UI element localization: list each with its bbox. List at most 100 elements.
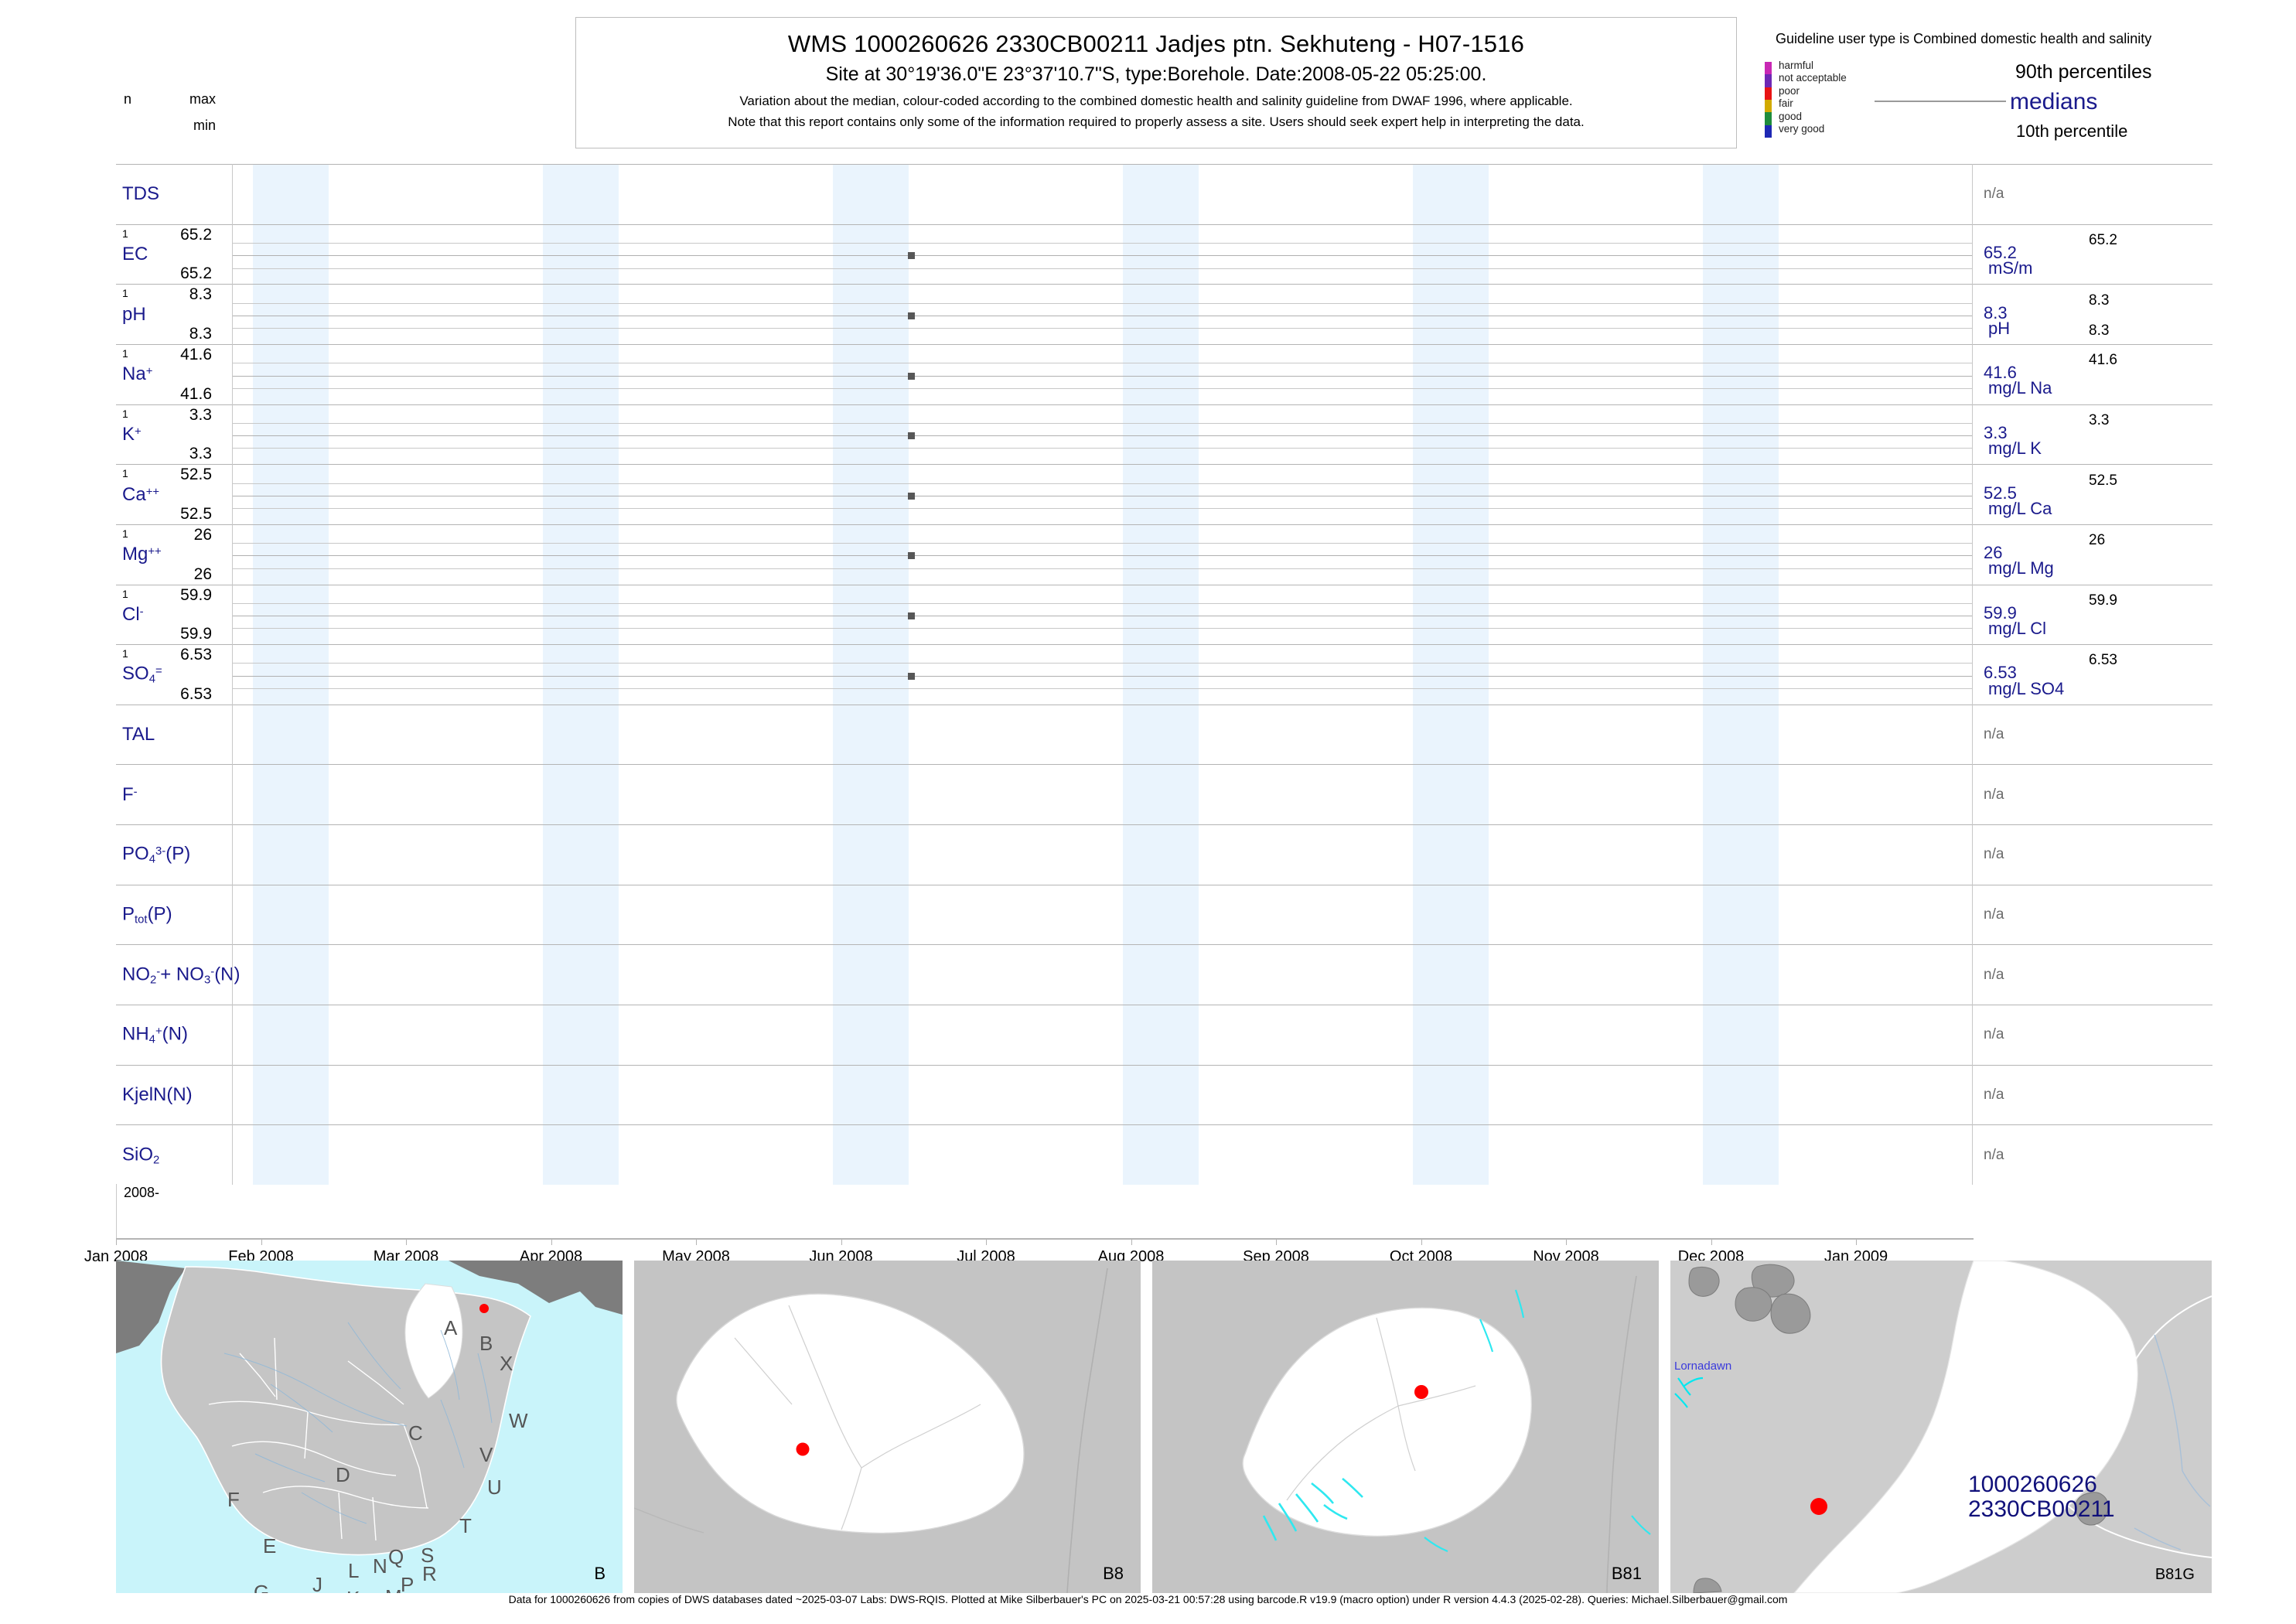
param-label-cell-Mg: 1 26 26 Mg++ (116, 524, 232, 585)
param-name-SO4: SO4= (122, 664, 162, 686)
data-point-Cl[interactable] (908, 612, 916, 620)
param-name-Ptot: Ptot(P) (122, 903, 172, 926)
param-n-EC: 1 (122, 227, 128, 240)
site-marker-dot (1810, 1498, 1827, 1515)
axis-frame (116, 1184, 1856, 1238)
plot-row-Cl[interactable] (233, 584, 1972, 645)
param-max-Cl: 59.9 (180, 585, 212, 604)
summary-unit-EC: mS/m (1988, 258, 2033, 278)
param-max-pH: 8.3 (189, 285, 212, 304)
param-label-cell-Ptot: Ptot(P) (116, 884, 232, 945)
plot-row-EC[interactable] (233, 223, 1972, 285)
plot-row-subline-lower (233, 508, 1972, 510)
param-min-Ca: 52.5 (180, 504, 212, 523)
map-panel-catchment-b81[interactable]: B81 (1152, 1261, 1659, 1593)
plot-row-Mg[interactable] (233, 524, 1972, 585)
data-point-Mg[interactable] (908, 552, 916, 560)
param-min-Na: 41.6 (180, 384, 212, 403)
summary-cell-SO4: 6.53 mg/L SO4 6.53 (1973, 644, 2212, 705)
param-n-Cl: 1 (122, 587, 128, 600)
plot-row-SO4[interactable] (233, 644, 1972, 705)
plot-row-TAL[interactable] (233, 704, 1972, 765)
title-note-line2: Note that this report contains only some… (728, 114, 1585, 129)
map-label-2: B8 (1103, 1564, 1124, 1583)
svg-text:W: W (509, 1409, 528, 1432)
param-name-TAL: TAL (122, 724, 155, 745)
summary-cell-Mg: 26 mg/L Mg 26 (1973, 524, 2212, 585)
summary-median-Mg: 26 (1984, 543, 2003, 563)
plot-area[interactable] (232, 164, 1972, 1185)
south-africa-map-svg: ABX WCV UDF TEQ SNR LJP GMK H (116, 1261, 623, 1593)
summary-median-K: 3.3 (1984, 422, 2008, 442)
axis-tick-12 (1711, 1238, 1712, 1245)
svg-text:R: R (422, 1562, 437, 1585)
param-n-K: 1 (122, 407, 128, 420)
data-point-EC[interactable] (908, 252, 916, 260)
data-point-SO4[interactable] (908, 672, 916, 680)
param-label-cell-Cl: 1 59.9 59.9 Cl- (116, 584, 232, 645)
plot-row-subline-upper (233, 242, 1972, 244)
summary-median-SO4: 6.53 (1984, 663, 2017, 683)
summary-p90-EC: 65.2 (2089, 231, 2117, 248)
parameter-label-column: TDS 1 65.2 65.2 EC 1 8.3 8.3 pH 1 41.6 41.6 Na+ 1 3.3 3… (116, 164, 241, 1185)
guideline-colorbar (1765, 62, 1772, 138)
legend-swatch-good (1765, 112, 1772, 125)
svg-text:D: D (336, 1463, 350, 1486)
legend-title: Guideline user type is Combined domestic… (1776, 31, 2152, 46)
axis-baseline (116, 1238, 1974, 1240)
plot-row-subline-upper (233, 422, 1972, 424)
plot-row-pH[interactable] (233, 284, 1972, 344)
axis-tick-1 (116, 1238, 117, 1245)
plot-row-PO4[interactable] (233, 824, 1972, 885)
param-max-Mg: 26 (193, 525, 212, 544)
month-band-7 (1123, 164, 1199, 1185)
catchment-b8-map-svg (634, 1261, 1141, 1593)
svg-text:N: N (373, 1554, 387, 1578)
map-panel-catchment-b8[interactable]: B8 (634, 1261, 1141, 1593)
guideline-legend: Guideline user type is Combined domestic… (1765, 31, 2209, 145)
data-point-K[interactable] (908, 432, 916, 440)
param-name-NH4: NH4+(N) (122, 1024, 188, 1046)
param-name-Ca: Ca++ (122, 483, 160, 505)
header-n: n (124, 91, 132, 107)
plot-row-subline-upper (233, 663, 1972, 664)
plot-row-Na[interactable] (233, 343, 1972, 404)
guideline-class-labels: harmful not acceptable poor fair good very go… (1779, 60, 1847, 135)
svg-text:Q: Q (388, 1545, 404, 1568)
axis-tick-6 (841, 1238, 842, 1245)
legend-p90-label: 90th percentiles (2015, 61, 2152, 83)
summary-p90-K: 3.3 (2089, 411, 2110, 428)
plot-row-Ptot[interactable] (233, 884, 1972, 945)
plot-row-NO2NO3[interactable] (233, 944, 1972, 1005)
map-label-1: B (594, 1564, 606, 1583)
summary-cell-TAL: n/a (1973, 704, 2212, 765)
param-name-pH: pH (122, 303, 146, 325)
map-panel-country[interactable]: ABX WCV UDF TEQ SNR LJP GMK H B (116, 1261, 623, 1593)
summary-unit-Cl: mg/L Cl (1988, 618, 2046, 638)
param-label-cell-SO4: 1 6.53 6.53 SO4= (116, 644, 232, 705)
plot-row-subline-lower (233, 688, 1972, 690)
plot-row-NH4[interactable] (233, 1005, 1972, 1065)
map-panel-quaternary-b81g[interactable]: Lornadawn 1000260626 2330CB00211 B81G (1670, 1261, 2212, 1593)
axis-tick-8 (1131, 1238, 1132, 1245)
axis-tick-9 (1276, 1238, 1277, 1245)
plot-row-TDS[interactable] (233, 164, 1972, 224)
plot-row-K[interactable] (233, 404, 1972, 465)
data-point-Ca[interactable] (908, 492, 916, 500)
summary-na-TDS: n/a (1984, 186, 2004, 203)
param-name-NO2NO3: NO2-+ NO3-(N) (122, 964, 241, 987)
axis-tick-3 (406, 1238, 407, 1245)
plot-row-KjelN[interactable] (233, 1064, 1972, 1125)
plot-row-F[interactable] (233, 764, 1972, 824)
data-point-Na[interactable] (908, 372, 916, 380)
svg-text:T: T (459, 1514, 472, 1537)
param-n-SO4: 1 (122, 647, 128, 660)
param-label-cell-EC: 1 65.2 65.2 EC (116, 223, 232, 285)
param-label-cell-pH: 1 8.3 8.3 pH (116, 284, 232, 344)
param-max-SO4: 6.53 (180, 646, 212, 664)
map-label-3: B81 (1611, 1564, 1642, 1583)
plot-row-Ca[interactable] (233, 464, 1972, 524)
parameter-chart: TDS 1 65.2 65.2 EC 1 8.3 8.3 pH 1 41.6 41.6 Na+ 1 3.3 3… (116, 164, 2212, 1185)
data-point-pH[interactable] (908, 312, 916, 319)
plot-row-SiO2[interactable] (233, 1124, 1972, 1185)
